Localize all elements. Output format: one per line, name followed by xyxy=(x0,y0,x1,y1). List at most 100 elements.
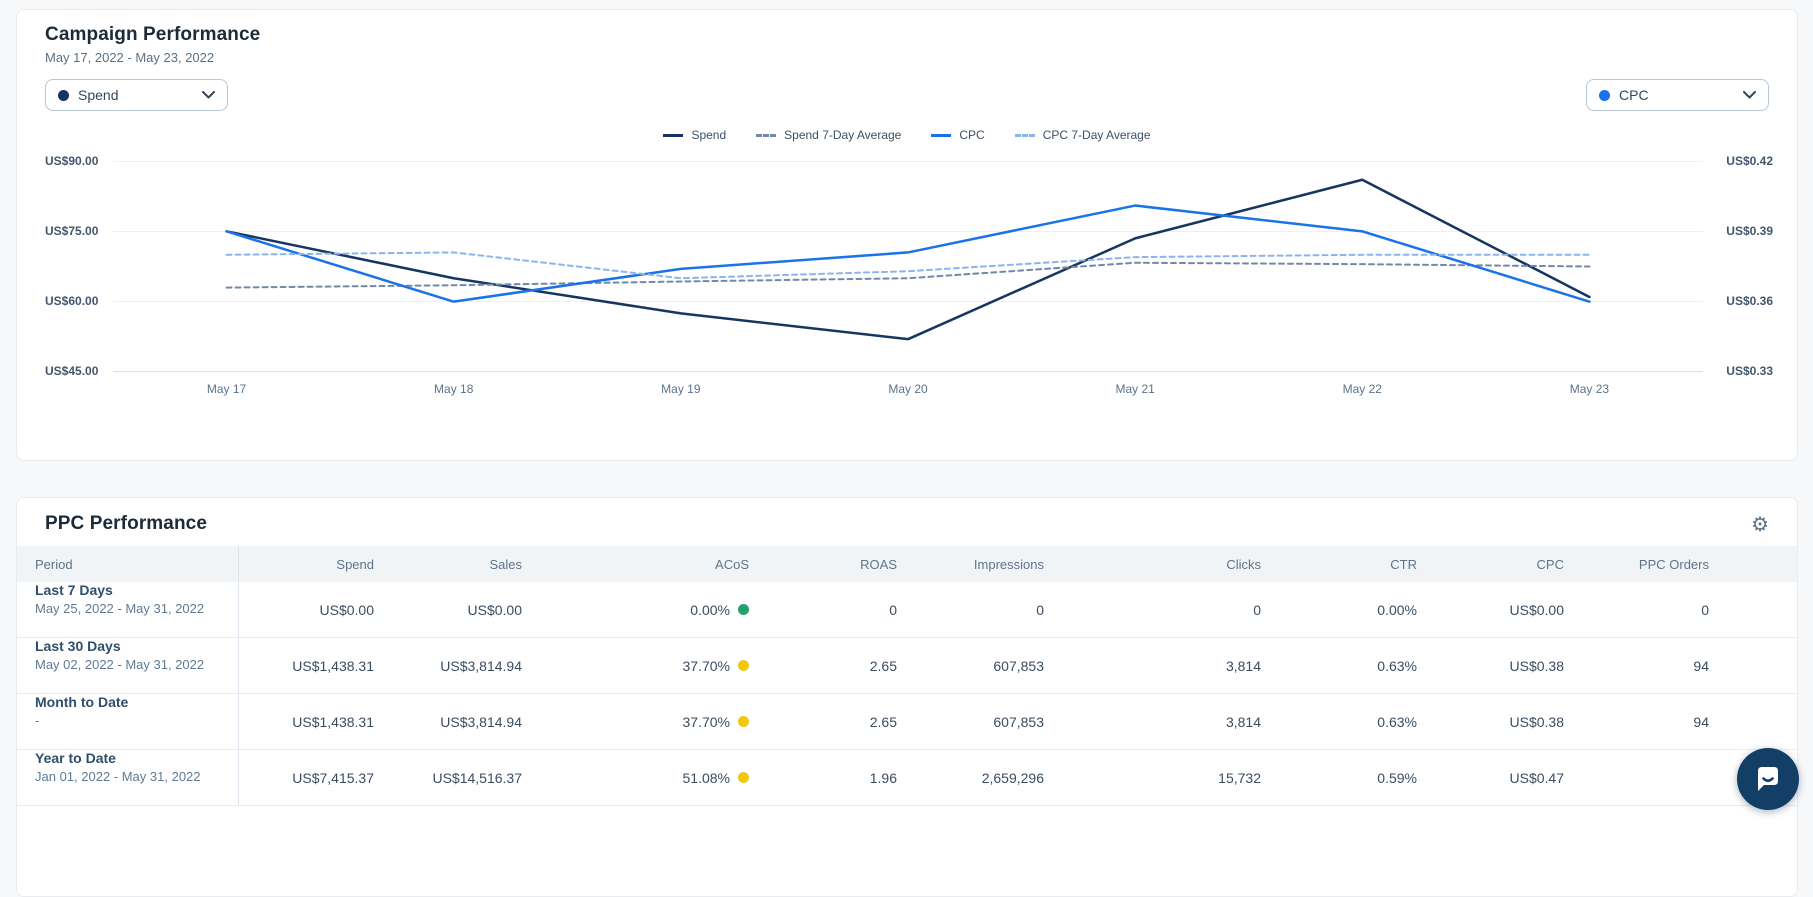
row-spacer xyxy=(1725,694,1797,749)
spend-value: US$1,438.31 xyxy=(292,713,374,730)
cpc-value: US$0.38 xyxy=(1509,713,1564,730)
line-chart: US$90.00 US$75.00 US$60.00 US$45.00 May … xyxy=(17,154,1797,396)
gridline xyxy=(113,231,1703,232)
legend-label: CPC 7-Day Average xyxy=(1042,128,1151,142)
chat-widget-button[interactable] xyxy=(1737,748,1799,810)
acos-cell: 0.00% xyxy=(538,582,765,637)
column-header-ctr: CTR xyxy=(1390,556,1417,572)
legend-item-spend: Spend xyxy=(663,128,726,142)
right-metric-dropdown[interactable]: CPC xyxy=(1586,79,1769,111)
ctr-value: 0.59% xyxy=(1377,769,1417,786)
legend-label: Spend xyxy=(691,128,727,142)
impressions-value: 2,659,296 xyxy=(981,769,1044,786)
y-axis-tick-left: US$45.00 xyxy=(45,364,99,378)
y-axis-tick-right: US$0.36 xyxy=(1726,294,1773,308)
gridline xyxy=(113,161,1703,162)
table-row: Year to Date Jan 01, 2022 - May 31, 2022… xyxy=(17,750,1797,806)
acos-status-dot xyxy=(738,772,749,783)
sales-value: US$0.00 xyxy=(467,601,522,618)
clicks-value: 15,732 xyxy=(1218,769,1261,786)
sales-value: US$3,814.94 xyxy=(440,657,522,674)
dashboard-page: { "campaign": { "title": "Campaign Perfo… xyxy=(16,9,1799,897)
spend-value: US$0.00 xyxy=(319,601,374,618)
y-axis-tick-left: US$90.00 xyxy=(45,154,99,168)
period-cell: Year to Date Jan 01, 2022 - May 31, 2022 xyxy=(17,750,239,805)
series-line-spend-7-day-average xyxy=(227,263,1590,288)
chart-series-svg xyxy=(113,161,1703,372)
cpc-value: US$0.47 xyxy=(1509,769,1564,786)
column-header-cpc: CPC xyxy=(1536,556,1564,572)
campaign-date-range: May 17, 2022 - May 23, 2022 xyxy=(45,50,215,65)
gridline xyxy=(113,301,1703,302)
chart-legend: Spend Spend 7-Day Average CPC CPC 7-Day … xyxy=(17,128,1797,142)
acos-cell: 37.70% xyxy=(538,638,765,693)
y-axis-tick-right: US$0.42 xyxy=(1726,154,1773,168)
roas-value: 1.96 xyxy=(869,769,897,786)
acos-cell: 51.08% xyxy=(538,750,765,805)
row-spacer xyxy=(1725,582,1797,637)
series-line-cpc xyxy=(227,206,1590,302)
legend-swatch-spend xyxy=(663,133,684,137)
acos-value: 51.08% xyxy=(682,769,730,786)
period-cell: Last 30 Days May 02, 2022 - May 31, 2022 xyxy=(17,638,239,693)
roas-value: 2.65 xyxy=(869,713,897,730)
series-line-spend xyxy=(227,180,1590,339)
column-header-impressions: Impressions xyxy=(973,556,1044,572)
ppc-orders-value: 0 xyxy=(1701,601,1709,618)
ppc-orders-value: 94 xyxy=(1693,713,1709,730)
legend-swatch-cpc-average xyxy=(1014,133,1035,137)
legend-swatch-spend-average xyxy=(756,133,777,137)
chevron-down-icon xyxy=(202,91,215,99)
legend-item-cpc: CPC xyxy=(931,128,985,142)
period-cell: Last 7 Days May 25, 2022 - May 31, 2022 xyxy=(17,582,239,637)
clicks-value: 3,814 xyxy=(1225,657,1261,674)
y-axis-right: US$0.42 US$0.39 US$0.36 US$0.33 xyxy=(1703,154,1785,378)
x-axis-tick: May 22 xyxy=(1342,382,1382,396)
clicks-value: 3,814 xyxy=(1225,713,1261,730)
left-metric-dot xyxy=(58,89,69,101)
table-settings-button[interactable]: ⚙ xyxy=(1749,512,1771,536)
sales-value: US$14,516.37 xyxy=(432,769,522,786)
x-axis-tick: May 23 xyxy=(1569,382,1610,396)
sales-value: US$3,814.94 xyxy=(440,713,522,730)
impressions-value: 607,853 xyxy=(993,713,1044,730)
right-metric-label: CPC xyxy=(1619,87,1649,103)
metric-controls-row: Spend CPC xyxy=(17,79,1797,111)
y-axis-tick-left: US$60.00 xyxy=(45,294,99,308)
acos-status-dot xyxy=(738,660,749,671)
cpc-value: US$0.00 xyxy=(1509,601,1564,618)
table-row: Last 30 Days May 02, 2022 - May 31, 2022… xyxy=(17,638,1797,694)
acos-value: 0.00% xyxy=(690,601,730,618)
impressions-value: 607,853 xyxy=(993,657,1044,674)
legend-item-spend-average: Spend 7-Day Average xyxy=(756,128,901,142)
table-header-row: Period Spend Sales ACoS ROAS Impressions… xyxy=(17,546,1797,582)
column-header-sales: Sales xyxy=(489,556,522,572)
column-header-clicks: Clicks xyxy=(1226,556,1261,572)
period-title: Last 7 Days xyxy=(35,582,113,598)
acos-status-dot xyxy=(738,716,749,727)
left-metric-label: Spend xyxy=(78,87,119,103)
period-title: Last 30 Days xyxy=(35,638,121,654)
table-row: Month to Date - US$1,438.31 US$3,814.94 … xyxy=(17,694,1797,750)
spend-value: US$1,438.31 xyxy=(292,657,374,674)
spend-value: US$7,415.37 xyxy=(292,769,374,786)
series-line-cpc-7-day-average xyxy=(227,252,1590,278)
x-axis-tick: May 18 xyxy=(434,382,474,396)
legend-item-cpc-average: CPC 7-Day Average xyxy=(1014,128,1151,142)
x-axis-tick: May 21 xyxy=(1115,382,1155,396)
ctr-value: 0.63% xyxy=(1377,657,1417,674)
acos-value: 37.70% xyxy=(682,713,730,730)
ppc-card-title: PPC Performance xyxy=(45,513,208,534)
acos-status-dot xyxy=(738,604,749,615)
ppc-performance-card: PPC Performance ⚙ Period Spend Sales ACo… xyxy=(16,497,1798,897)
right-metric-dot xyxy=(1599,89,1610,101)
ctr-value: 0.63% xyxy=(1377,713,1417,730)
campaign-performance-card: Campaign Performance May 17, 2022 - May … xyxy=(16,9,1798,461)
chevron-down-icon xyxy=(1743,91,1756,99)
chat-bubble-icon xyxy=(1752,763,1784,795)
left-metric-dropdown[interactable]: Spend xyxy=(45,79,228,111)
period-range: - xyxy=(35,713,40,728)
y-axis-tick-right: US$0.39 xyxy=(1726,224,1773,238)
x-axis-labels: May 17 May 18 May 19 May 20 May 21 May 2… xyxy=(113,382,1703,400)
campaign-card-title: Campaign Performance xyxy=(45,24,261,45)
